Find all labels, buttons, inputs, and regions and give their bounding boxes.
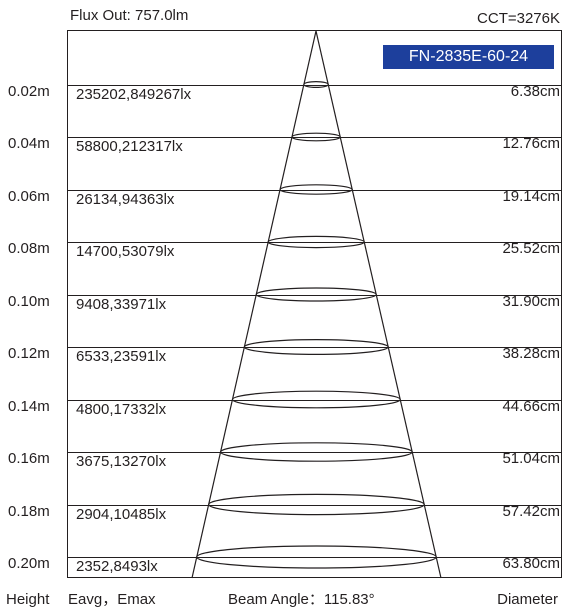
height-label: 0.14m	[8, 397, 50, 415]
diameter-value: 44.66cm	[502, 397, 560, 415]
height-label: 0.18m	[8, 502, 50, 520]
row-divider	[67, 242, 562, 243]
beam-ellipse	[208, 493, 425, 516]
illuminance-value: 2904,10485lx	[76, 505, 167, 523]
diameter-value: 57.42cm	[502, 502, 560, 520]
height-label: 0.16m	[8, 450, 50, 467]
row-divider	[67, 452, 562, 453]
illuminance-value: 6533,23591lx	[76, 348, 167, 365]
illuminance-value: 2352,8493lx	[76, 558, 158, 575]
flux-out-label: Flux Out: 757.0lm	[70, 7, 189, 24]
illuminance-value: 9408,33971lx	[76, 295, 167, 313]
cone-edge-left	[191, 30, 317, 579]
beam-ellipse	[219, 442, 413, 462]
row-divider	[67, 84, 562, 86]
footer-eavg-emax-label: Eavg，Emax	[68, 591, 156, 608]
illuminance-value: 26134,94363lx	[76, 190, 175, 208]
row-divider	[67, 189, 562, 191]
diameter-value: 51.04cm	[502, 450, 560, 467]
illuminance-value: 58800,212317lx	[76, 138, 183, 155]
beam-angle-label: Beam Angle：115.83°	[228, 591, 375, 608]
cone-edge-right	[315, 30, 442, 579]
height-label: 0.06m	[8, 187, 50, 205]
illuminance-value: 3675,13270lx	[76, 453, 167, 470]
footer-height-label: Height	[6, 591, 50, 608]
row-divider	[67, 399, 562, 401]
row-divider	[67, 557, 562, 558]
diameter-value: 6.38cm	[510, 82, 560, 100]
illuminance-value: 4800,17332lx	[76, 400, 167, 418]
beam-ellipse	[303, 80, 329, 88]
row-divider	[67, 504, 562, 506]
illuminance-value: 14700,53079lx	[76, 243, 175, 260]
height-label: 0.08m	[8, 240, 50, 257]
row-divider	[67, 294, 562, 296]
height-label: 0.02m	[8, 82, 50, 100]
height-label: 0.10m	[8, 292, 50, 310]
diameter-value: 63.80cm	[502, 555, 560, 572]
height-label: 0.12m	[8, 345, 50, 362]
diameter-value: 31.90cm	[502, 292, 560, 310]
diameter-value: 25.52cm	[502, 240, 560, 257]
beam-ellipse	[291, 132, 341, 142]
cct-label: CCT=3276K	[477, 10, 560, 27]
model-badge: FN-2835E-60-24	[383, 45, 554, 69]
height-label: 0.20m	[8, 555, 50, 572]
diameter-value: 38.28cm	[502, 345, 560, 362]
footer-diameter-label: Diameter	[497, 591, 558, 608]
row-divider	[67, 347, 562, 348]
diagram-frame	[67, 30, 562, 578]
row-divider	[67, 137, 562, 138]
illuminance-value: 235202,849267lx	[76, 85, 192, 103]
diameter-value: 19.14cm	[502, 187, 560, 205]
height-label: 0.04m	[8, 135, 50, 152]
beam-ellipse	[267, 235, 365, 249]
diameter-value: 12.76cm	[502, 135, 560, 152]
